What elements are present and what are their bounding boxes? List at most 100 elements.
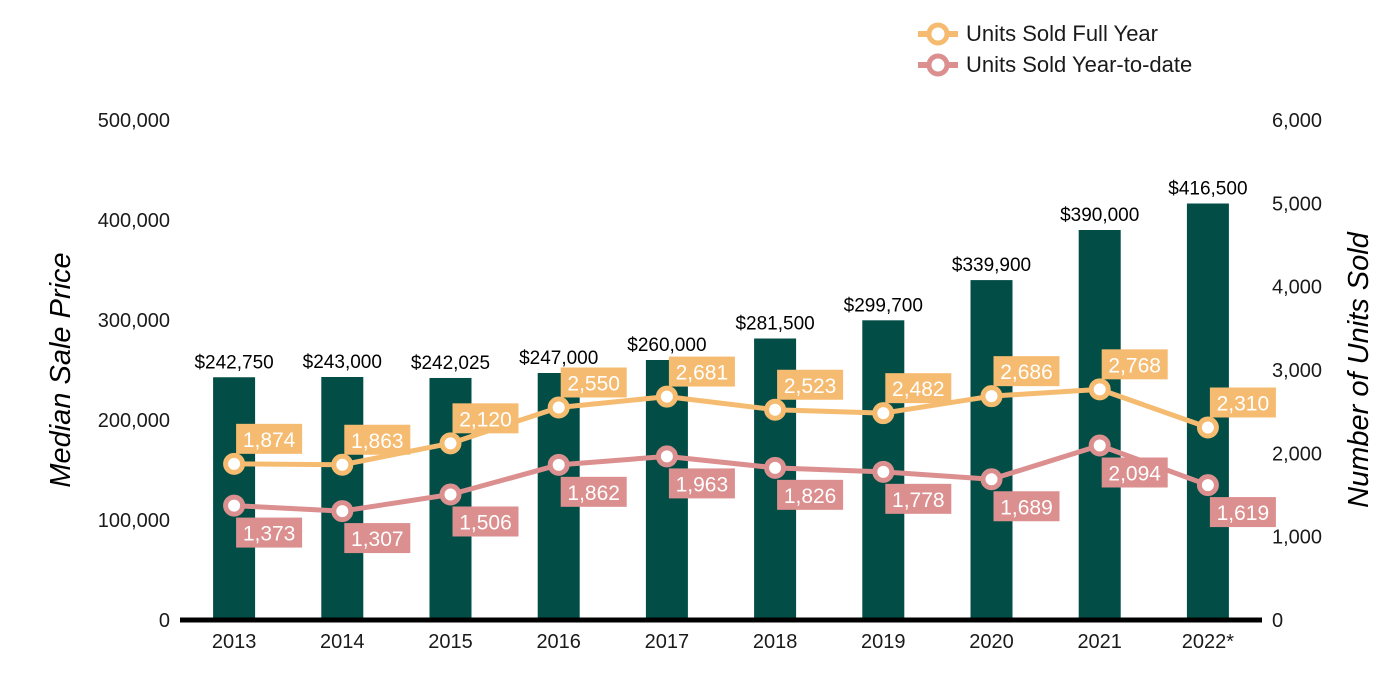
ytd-point	[1088, 434, 1111, 457]
bar-value-label: $247,000	[519, 348, 598, 369]
y-tick-label: 100,000	[98, 510, 170, 532]
y-tick-label: 200,000	[98, 410, 170, 432]
x-tick-label: 2015	[428, 631, 473, 653]
full-year-point	[764, 398, 787, 421]
ytd-data-label-box	[668, 468, 735, 499]
full-year-data-label-box	[1101, 349, 1168, 380]
ytd-data-label-box	[993, 491, 1060, 522]
full-year-data-label: 1,874	[243, 429, 296, 452]
full-year-data-label-box	[560, 367, 627, 398]
ytd-point	[1196, 474, 1219, 497]
full-year-data-label-box	[885, 373, 952, 404]
full-year-point	[980, 385, 1003, 408]
full-year-point	[872, 402, 895, 425]
full-year-data-label-box	[452, 403, 519, 434]
x-tick-label: 2014	[320, 631, 365, 653]
bar-value-label: $242,025	[411, 353, 490, 374]
ytd-line-marker-icon	[918, 53, 958, 76]
full-year-data-label: 2,310	[1217, 393, 1270, 416]
legend-item-full-year: Units Sold Full Year	[918, 18, 1192, 49]
ytd-data-label: 1,778	[892, 489, 945, 512]
ytd-data-label-box	[777, 479, 844, 510]
y-tick-label: 300,000	[98, 310, 170, 332]
full-year-data-label-box	[344, 424, 411, 455]
ytd-point	[764, 456, 787, 479]
ytd-data-label: 1,826	[784, 485, 837, 508]
ytd-data-label: 1,506	[459, 512, 512, 535]
full-year-data-label-box	[236, 423, 303, 454]
ytd-data-label: 1,307	[351, 528, 404, 551]
ytd-data-label: 1,619	[1217, 502, 1270, 525]
full-year-point	[223, 452, 246, 475]
x-tick-label: 2018	[753, 631, 798, 653]
ytd-data-label: 1,373	[243, 523, 296, 546]
bar-2014	[321, 377, 364, 620]
y-tick-label: 400,000	[98, 210, 170, 232]
full-year-point	[547, 396, 570, 419]
y2-tick-label: 5,000	[1272, 193, 1322, 215]
full-year-data-label-box	[1209, 387, 1276, 418]
full-year-data-label-box	[668, 356, 735, 387]
ytd-data-label: 1,862	[567, 482, 620, 505]
full-year-data-label: 2,681	[676, 362, 729, 385]
ytd-data-label: 1,963	[676, 473, 729, 496]
ytd-point	[439, 483, 462, 506]
full-year-data-label-box	[993, 356, 1060, 387]
bar-value-label: $242,750	[194, 352, 273, 373]
ytd-data-label-box	[236, 517, 303, 548]
ytd-point	[223, 494, 246, 517]
y-axis-title: Median Sale Price	[45, 252, 77, 487]
bar-value-label: $299,700	[844, 295, 923, 316]
legend-label-ytd: Units Sold Year-to-date	[966, 51, 1193, 77]
full-year-data-label: 1,863	[351, 430, 404, 453]
full-year-data-label: 2,120	[459, 408, 512, 431]
y-tick-label: 500,000	[98, 110, 170, 132]
x-tick-label: 2022*	[1182, 631, 1234, 653]
full-year-data-label-box	[777, 369, 844, 400]
y2-tick-label: 6,000	[1272, 110, 1322, 132]
full-year-point	[655, 385, 678, 408]
full-year-data-label: 2,550	[567, 373, 620, 396]
full-year-point	[439, 432, 462, 455]
bar-value-label: $243,000	[303, 352, 382, 373]
y2-tick-label: 0	[1272, 610, 1283, 632]
x-tick-label: 2020	[969, 631, 1014, 653]
x-tick-label: 2017	[645, 631, 690, 653]
y2-tick-label: 1,000	[1272, 527, 1322, 549]
y2-axis-title: Number of Units Sold	[1343, 231, 1375, 507]
x-tick-label: 2016	[536, 631, 581, 653]
full-year-point	[1088, 378, 1111, 401]
x-tick-label: 2019	[861, 631, 906, 653]
ytd-data-label: 2,094	[1108, 463, 1161, 486]
legend: Units Sold Full Year Units Sold Year-to-…	[918, 18, 1192, 80]
bar-2021	[1078, 230, 1121, 620]
full-year-data-label: 2,523	[784, 375, 837, 398]
legend-label-full-year: Units Sold Full Year	[966, 20, 1158, 46]
bar-2020	[970, 280, 1013, 620]
ytd-point	[547, 453, 570, 476]
ytd-series-line	[233, 443, 1209, 514]
legend-item-ytd: Units Sold Year-to-date	[918, 49, 1192, 80]
full-year-data-label: 2,686	[1000, 361, 1053, 384]
ytd-point	[872, 460, 895, 483]
x-tick-label: 2013	[212, 631, 257, 653]
bar-value-label: $281,500	[735, 314, 814, 335]
bar-value-label: $260,000	[627, 335, 706, 356]
ytd-data-label-box	[1101, 457, 1168, 488]
bar-value-label: $339,900	[952, 255, 1031, 276]
ytd-data-label-box	[560, 476, 627, 507]
ytd-point	[980, 468, 1003, 491]
y-tick-label: 0	[159, 610, 170, 632]
full-year-point	[331, 453, 354, 476]
full-year-data-label: 2,768	[1108, 354, 1161, 377]
y2-tick-label: 2,000	[1272, 443, 1322, 465]
ytd-point	[655, 445, 678, 468]
full-year-line-marker-icon	[918, 22, 958, 45]
ytd-point	[331, 500, 354, 523]
y2-tick-label: 4,000	[1272, 277, 1322, 299]
x-tick-label: 2021	[1077, 631, 1122, 653]
ytd-data-label-box	[1209, 497, 1276, 528]
full-year-data-label: 2,482	[892, 378, 945, 401]
full-year-point	[1196, 416, 1219, 439]
